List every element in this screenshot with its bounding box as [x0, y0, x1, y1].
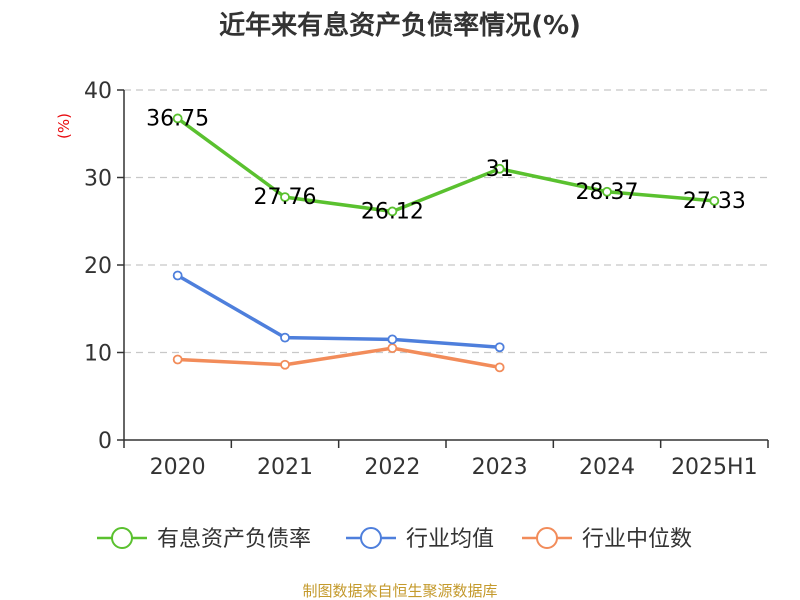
data-labels: 36.75 27.76 26.12 31 28.37 27.33	[146, 106, 746, 224]
legend-item-0: 有息资产负债率	[97, 527, 311, 552]
data-point	[494, 342, 505, 353]
y-tick-label: 0	[98, 429, 112, 454]
series-line-2	[177, 346, 500, 370]
data-point	[280, 359, 290, 370]
source-note: 制图数据来自恒生聚源数据库	[302, 582, 497, 600]
data-point	[494, 362, 505, 373]
legend-item-2: 行业中位数	[522, 527, 692, 552]
legend-marker	[536, 527, 558, 549]
data-label: 28.37	[576, 180, 639, 205]
legend: 有息资产负债率 行业均值 行业中位数	[97, 527, 692, 552]
y-tick-label: 30	[84, 167, 112, 192]
series-lines	[172, 113, 720, 373]
legend-label: 行业均值	[406, 527, 494, 552]
data-label: 26.12	[361, 199, 424, 224]
data-point	[280, 332, 290, 343]
x-tick-label: 2024	[579, 455, 635, 480]
y-tick-label: 40	[84, 79, 112, 104]
legend-marker	[111, 527, 133, 549]
data-point	[387, 206, 398, 217]
x-tick-label: 2025H1	[671, 455, 758, 480]
data-point	[280, 192, 290, 203]
x-tick-label: 2020	[150, 455, 206, 480]
legend-marker	[360, 527, 382, 549]
data-label: 27.33	[683, 189, 746, 214]
x-tick-label: 2021	[257, 455, 313, 480]
x-tick-label: 2022	[364, 455, 420, 480]
data-point	[387, 343, 398, 354]
grid-lines	[124, 89, 768, 354]
legend-item-1: 行业均值	[346, 527, 494, 552]
y-axis-label: (%)	[55, 113, 73, 139]
data-point	[387, 334, 398, 345]
data-label: 27.76	[254, 185, 317, 210]
series-line-1	[176, 273, 500, 349]
data-label: 36.75	[146, 106, 209, 131]
series-line-0	[176, 117, 715, 214]
data-point	[172, 270, 183, 281]
legend-label: 行业中位数	[582, 527, 692, 552]
data-label: 31	[486, 157, 514, 182]
y-tick-label: 20	[84, 254, 112, 279]
data-point	[494, 163, 505, 174]
data-point	[172, 113, 183, 124]
axes: 0 10 20 30 40 2020 2021 2022 2023 2024 2025H1	[84, 79, 769, 480]
chart-title: 近年来有息资产负债率情况(%)	[219, 10, 581, 41]
x-tick-label: 2023	[472, 455, 528, 480]
data-point	[709, 195, 720, 206]
legend-label: 有息资产负债率	[157, 527, 311, 552]
data-point	[172, 354, 183, 365]
data-point	[602, 186, 612, 197]
y-tick-label: 10	[84, 342, 112, 367]
